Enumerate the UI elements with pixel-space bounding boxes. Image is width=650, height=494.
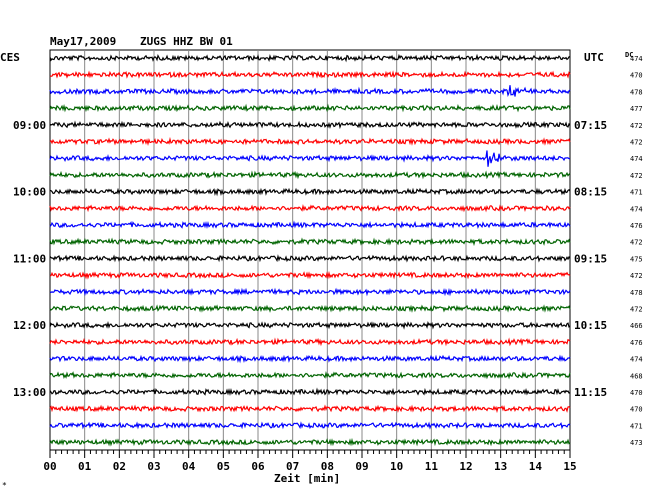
- seismic-trace: [49, 337, 571, 347]
- seismic-trace: [49, 320, 571, 330]
- seismic-trace: [49, 120, 571, 130]
- right-hour-labels: 07:15 08:15 09:15 10:15 11:15: [574, 119, 607, 399]
- dc-value: 471: [630, 189, 643, 197]
- x-tick-label: 12: [459, 460, 472, 473]
- right-hour-label: 09:15: [574, 252, 607, 265]
- left-hour-label: 10:00: [13, 186, 46, 199]
- seismic-trace: [49, 203, 571, 213]
- corner-mark: *: [2, 481, 7, 490]
- x-tick-label: 02: [113, 460, 126, 473]
- left-hour-label: 13:00: [13, 386, 46, 399]
- dc-value: 472: [630, 239, 643, 247]
- x-tick-label: 10: [390, 460, 403, 473]
- seismic-trace: [49, 103, 571, 113]
- dc-value: 468: [630, 372, 643, 380]
- x-tick-label: 01: [78, 460, 92, 473]
- right-zone-label: UTC: [584, 51, 604, 64]
- dc-value: 474: [630, 55, 643, 63]
- x-tick-label: 07: [286, 460, 299, 473]
- x-tick-label: 11: [425, 460, 439, 473]
- dc-value: 475: [630, 255, 643, 263]
- x-tick-label: 06: [251, 460, 265, 473]
- x-tick-label: 13: [494, 460, 507, 473]
- x-tick-label: 04: [182, 460, 196, 473]
- dc-value: 466: [630, 322, 643, 330]
- dc-value: 476: [630, 222, 643, 230]
- dc-value: 478: [630, 289, 643, 297]
- seismic-trace: [49, 85, 571, 97]
- seismic-trace: [49, 354, 571, 364]
- x-axis: 00 01 02 03 04 05 06 07 08 09 10 11 12 13 14 15: [43, 449, 577, 473]
- dc-value: 474: [630, 155, 643, 163]
- date-label: May17,2009: [50, 35, 116, 48]
- dc-value: 472: [630, 122, 643, 130]
- trace-group: [49, 53, 571, 447]
- right-hour-label: 10:15: [574, 319, 607, 332]
- minute-grid: [84, 50, 536, 450]
- dc-value: 474: [630, 205, 643, 213]
- x-tick-label: 03: [147, 460, 160, 473]
- dc-value: 478: [630, 88, 643, 96]
- seismic-trace: [49, 421, 571, 430]
- dc-value: 474: [630, 356, 643, 364]
- x-tick-label: 05: [217, 460, 230, 473]
- dc-value: 471: [630, 422, 643, 430]
- seismic-trace: [49, 287, 571, 297]
- x-tick-label: 09: [355, 460, 368, 473]
- seismic-trace: [49, 136, 571, 147]
- x-tick-label: 00: [43, 460, 56, 473]
- station-label: ZUGS HHZ BW 01: [140, 35, 233, 48]
- seismic-trace: [49, 150, 571, 167]
- x-tick-label: 08: [321, 460, 334, 473]
- dc-value: 472: [630, 172, 643, 180]
- dc-value: 470: [630, 389, 643, 397]
- right-hour-label: 08:15: [574, 186, 607, 199]
- right-hour-label: 11:15: [574, 386, 607, 399]
- seismic-trace: [49, 254, 571, 263]
- dc-label: DC: [625, 51, 633, 59]
- seismic-trace: [49, 53, 571, 63]
- left-hour-label: 09:00: [13, 119, 46, 132]
- seismic-trace: [49, 270, 571, 280]
- seismic-trace: [49, 387, 571, 396]
- x-tick-label: 14: [529, 460, 543, 473]
- seismic-trace: [49, 404, 571, 414]
- left-hour-label: 12:00: [13, 319, 46, 332]
- seismic-trace: [49, 187, 571, 197]
- dc-value: 472: [630, 306, 643, 314]
- dc-value: 470: [630, 72, 643, 80]
- dc-value: 476: [630, 339, 643, 347]
- seismic-trace: [49, 237, 571, 247]
- seismic-trace: [49, 304, 571, 313]
- seismic-trace: [49, 437, 571, 447]
- left-hour-label: 11:00: [13, 252, 46, 265]
- dc-value: 473: [630, 439, 643, 447]
- dc-value: 477: [630, 105, 643, 113]
- left-hour-labels: 09:00 10:00 11:00 12:00 13:00: [13, 119, 46, 399]
- right-hour-label: 07:15: [574, 119, 607, 132]
- dc-value: 472: [630, 139, 643, 147]
- x-axis-label: Zeit [min]: [274, 472, 340, 485]
- seismic-trace: [49, 370, 571, 380]
- x-tick-label: 15: [563, 460, 576, 473]
- seismic-trace: [49, 170, 571, 180]
- seismic-trace: [49, 220, 571, 229]
- left-zone-label: CES: [0, 51, 20, 64]
- seismic-trace: [49, 70, 571, 79]
- dc-value: 470: [630, 406, 643, 414]
- dc-values: 474 470 478 477 472 472 474 472 471 474 476 472 475 4…: [630, 55, 643, 447]
- dc-value: 472: [630, 272, 643, 280]
